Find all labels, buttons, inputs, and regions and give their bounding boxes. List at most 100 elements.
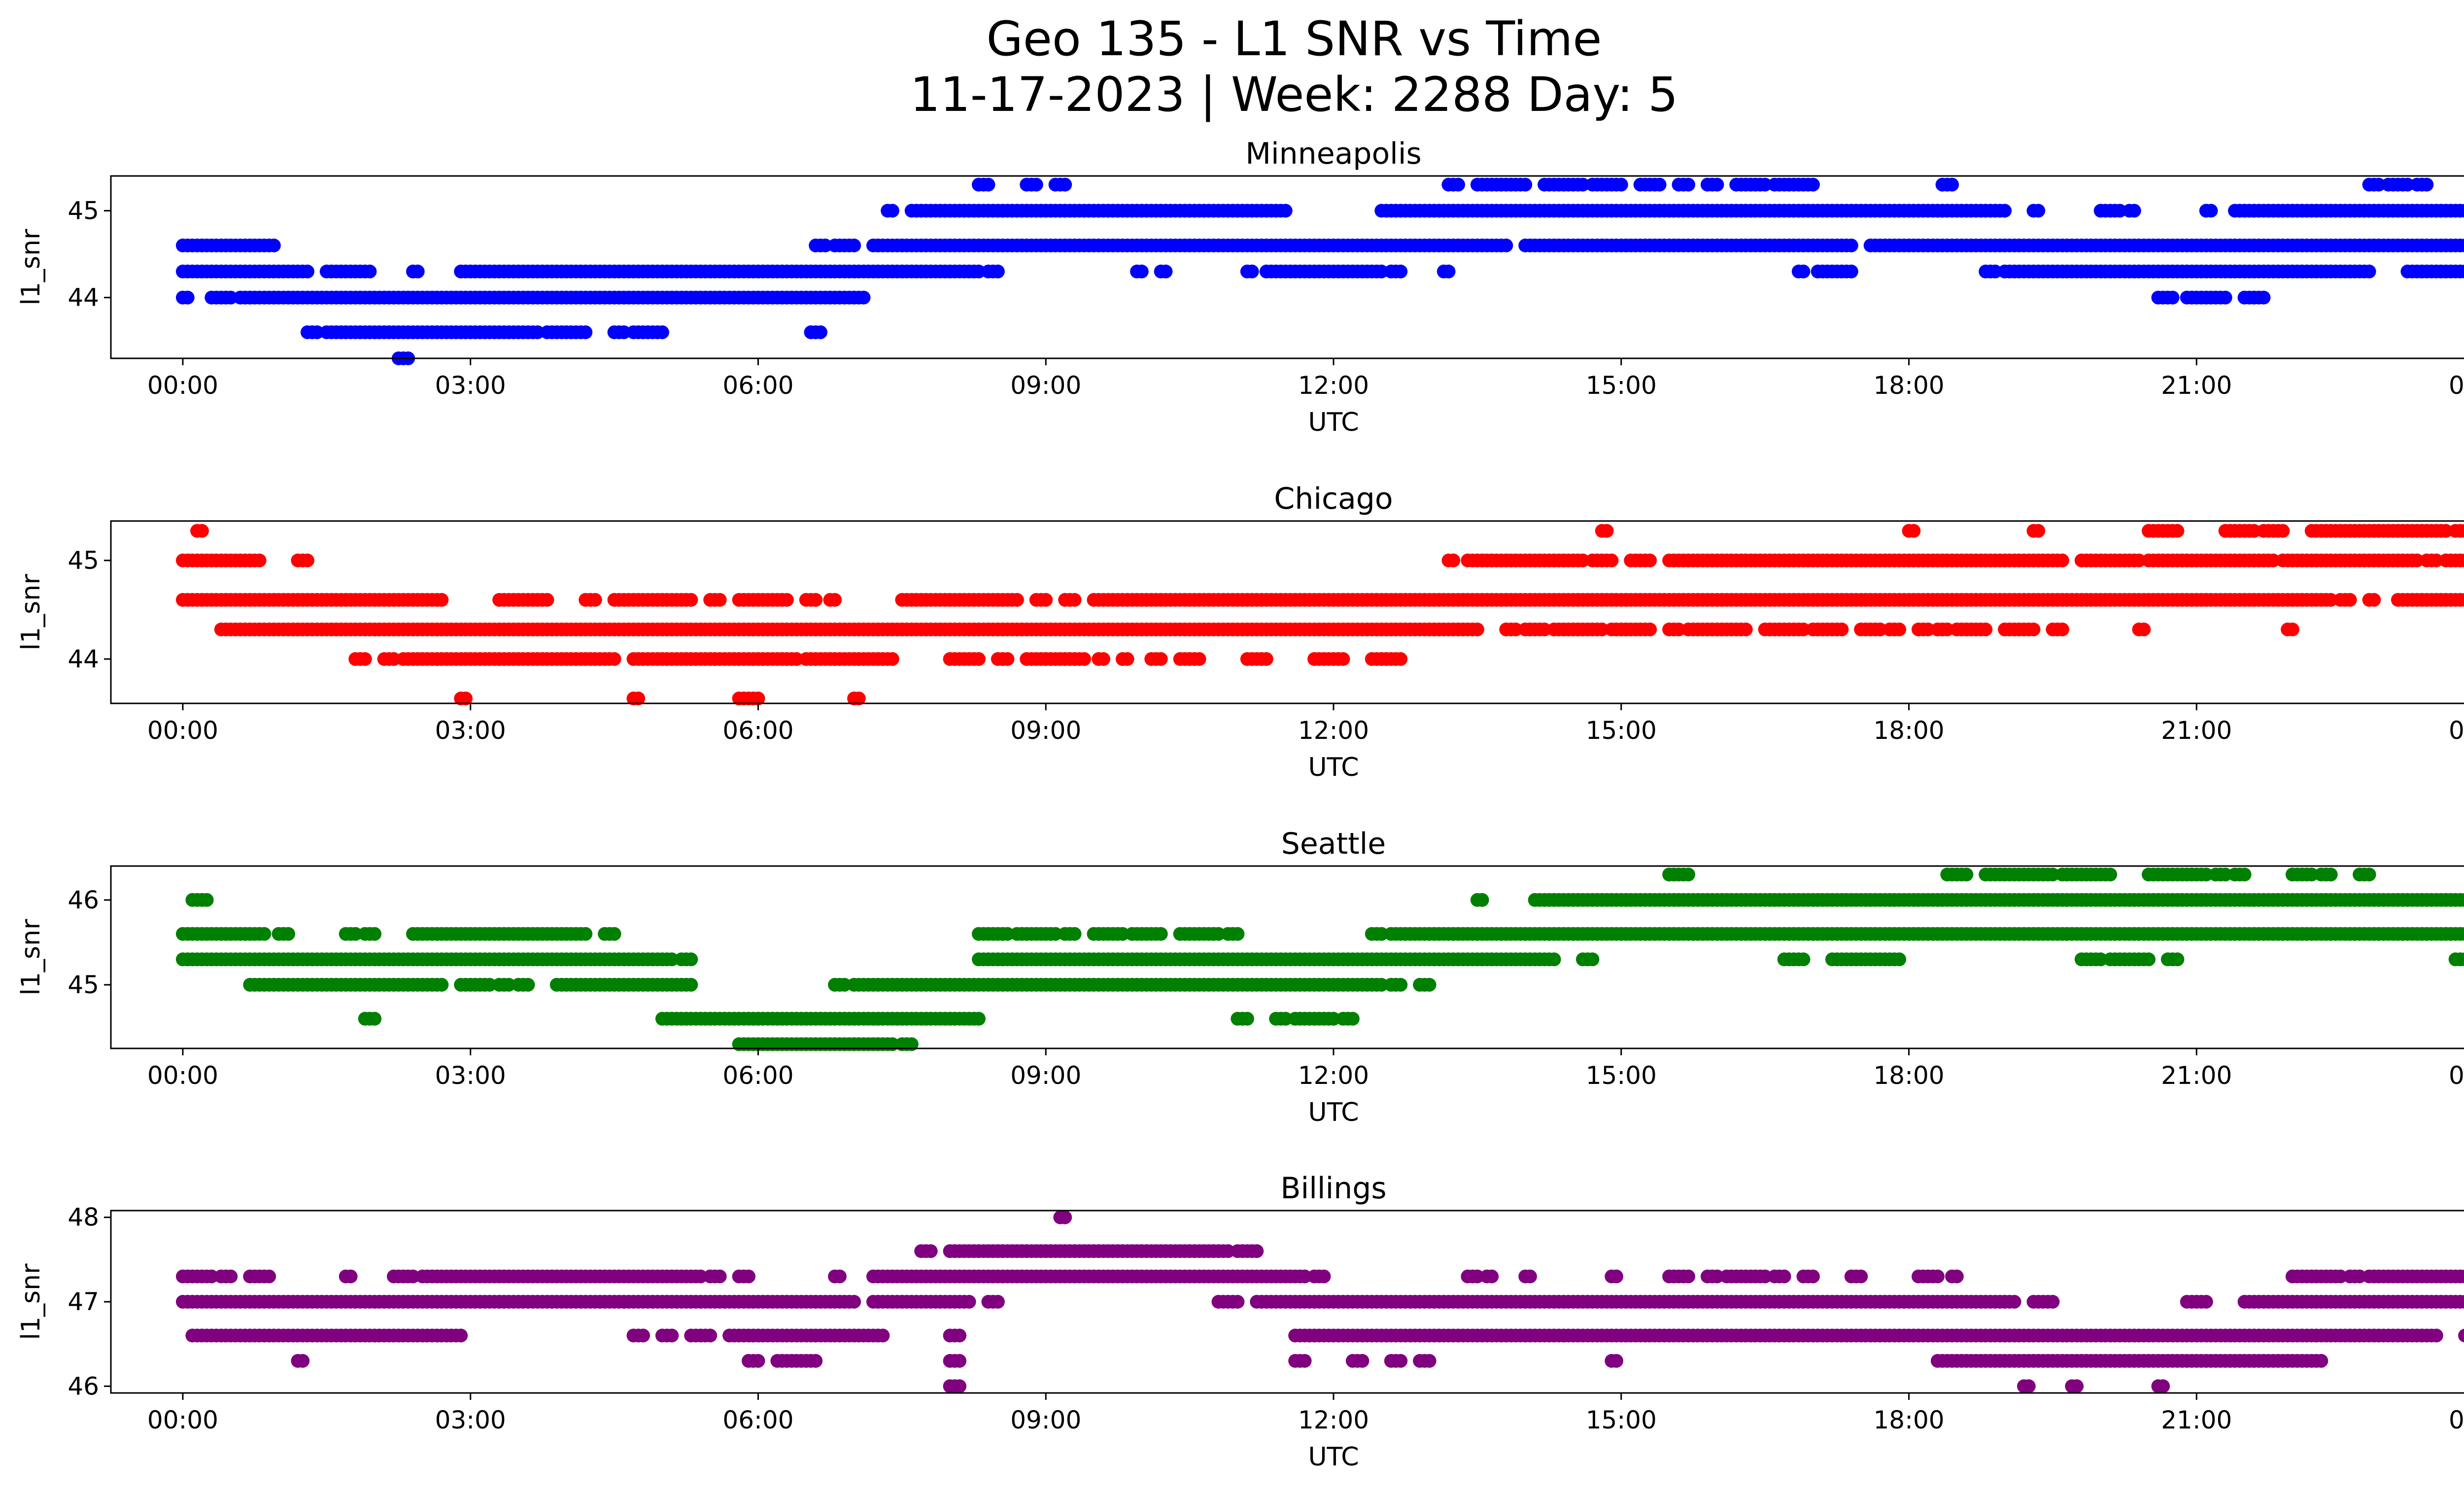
data-point: [2165, 290, 2180, 305]
y-tick-label: 44: [68, 283, 99, 312]
x-axis-label: UTC: [1308, 753, 1359, 782]
data-point: [2132, 554, 2146, 567]
data-point: [281, 927, 295, 941]
data-point: [2055, 554, 2069, 567]
data-point: [751, 1354, 765, 1368]
data-point: [1710, 177, 1724, 192]
data-point: [809, 1354, 823, 1368]
data-point: [2400, 177, 2415, 192]
data-point: [2103, 868, 2118, 882]
data-point: [972, 652, 986, 666]
data-point: [195, 524, 209, 538]
data-point: [1844, 264, 1858, 278]
data-point: [1231, 927, 1245, 941]
data-point: [1575, 554, 1590, 567]
figure-title-line1: Geo 135 - L1 SNR vs Time: [987, 11, 1602, 67]
data-point: [252, 554, 267, 567]
data-point: [981, 177, 995, 192]
data-point: [2343, 593, 2357, 607]
data-point: [1278, 204, 1293, 218]
data-point: [2439, 524, 2453, 538]
data-point: [832, 1269, 847, 1284]
data-point: [1441, 264, 1456, 278]
data-point: [1518, 177, 1533, 192]
x-tick-label: 00:00: [2449, 371, 2464, 400]
panel-title: Chicago: [1274, 482, 1393, 516]
data-point: [885, 652, 899, 666]
data-point: [885, 204, 899, 218]
data-point: [2463, 268, 2464, 276]
data-points: [175, 524, 2464, 705]
x-tick-label: 00:00: [2449, 1406, 2464, 1434]
data-point: [579, 927, 593, 941]
data-point: [530, 325, 545, 340]
data-point: [818, 239, 832, 252]
data-point: [1245, 264, 1259, 278]
x-tick-label: 06:00: [722, 716, 793, 745]
data-point: [991, 264, 1005, 278]
data-point: [1067, 593, 1082, 607]
data-point: [1096, 652, 1110, 666]
data-point: [1739, 623, 1753, 636]
data-point: [742, 1269, 755, 1284]
x-tick-label: 09:00: [1010, 1406, 1081, 1434]
data-point: [2170, 952, 2185, 967]
data-point: [2458, 264, 2464, 278]
data-point: [684, 977, 698, 992]
y-tick-label: 46: [68, 1372, 99, 1400]
x-tick-label: 09:00: [1010, 716, 1081, 745]
data-point: [2458, 524, 2464, 538]
data-point: [1345, 1011, 1360, 1026]
data-point: [2463, 207, 2464, 214]
x-tick-label: 12:00: [1298, 371, 1369, 400]
data-point: [1192, 652, 1206, 666]
data-point: [1422, 1354, 1437, 1368]
data-point: [972, 264, 986, 278]
y-axis-label: l1_snr: [16, 574, 46, 651]
data-point: [257, 927, 272, 941]
data-point: [607, 652, 621, 666]
data-point: [588, 593, 602, 607]
data-point: [1394, 977, 1408, 992]
data-point: [1585, 952, 1600, 967]
data-point: [1077, 652, 1092, 666]
x-tick-label: 03:00: [435, 1061, 506, 1090]
data-point: [2031, 204, 2046, 218]
data-point: [1475, 893, 1489, 907]
data-point: [1485, 1269, 1499, 1284]
data-point: [1446, 554, 1461, 567]
data-point: [1154, 652, 1168, 666]
x-tick-label: 06:00: [722, 1061, 793, 1090]
data-point: [814, 325, 827, 340]
x-tick-label: 12:00: [1298, 1406, 1369, 1434]
data-point: [1892, 952, 1907, 967]
data-point: [1547, 952, 1561, 967]
data-point: [2285, 623, 2299, 636]
data-point: [1451, 177, 1465, 192]
data-point: [2026, 623, 2041, 636]
data-point: [2458, 204, 2464, 218]
data-point: [296, 1354, 310, 1368]
data-point: [2372, 177, 2386, 192]
data-point: [1010, 593, 1024, 607]
data-point: [1394, 264, 1408, 278]
data-point: [1643, 623, 1657, 636]
x-tick-label: 18:00: [1873, 716, 1944, 745]
data-point: [411, 264, 425, 278]
data-point: [847, 1295, 861, 1309]
data-point: [358, 652, 372, 666]
x-tick-label: 00:00: [147, 1061, 218, 1090]
data-point: [684, 952, 698, 967]
data-point: [1394, 1354, 1408, 1368]
data-point: [991, 1295, 1005, 1309]
data-point: [267, 239, 281, 252]
data-point: [828, 593, 842, 607]
y-tick-label: 45: [68, 546, 99, 575]
data-point: [2199, 1295, 2213, 1309]
data-point: [521, 977, 535, 992]
data-point: [972, 1011, 986, 1026]
data-point: [579, 325, 593, 340]
